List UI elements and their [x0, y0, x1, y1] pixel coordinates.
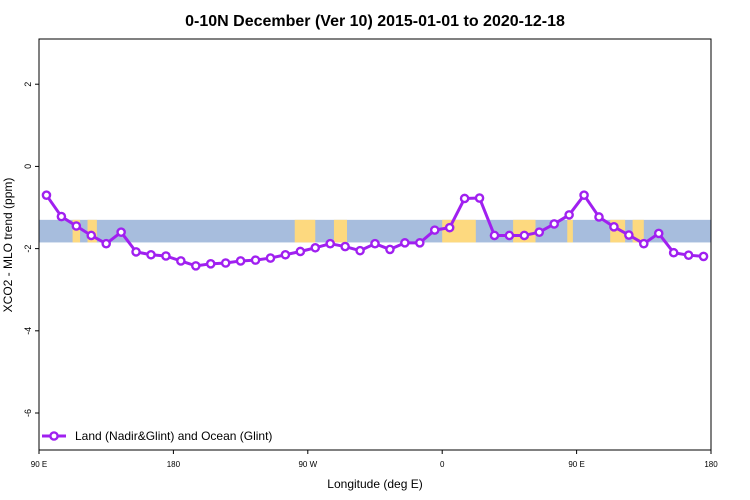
land-region	[72, 219, 81, 243]
data-point	[653, 228, 664, 239]
data-point	[340, 241, 350, 252]
data-point	[265, 253, 276, 263]
data-point	[295, 246, 306, 257]
data-point	[698, 251, 709, 262]
data-point	[205, 259, 216, 269]
y-tick-label: -6	[23, 409, 33, 417]
legend-marker	[49, 431, 59, 441]
data-point	[489, 230, 500, 241]
data-point	[101, 238, 111, 249]
data-point	[519, 230, 530, 241]
y-tick-label: 2	[23, 82, 33, 87]
x-tick-label: 0	[440, 460, 445, 469]
data-point	[385, 244, 395, 255]
data-point	[41, 190, 52, 200]
data-point	[235, 256, 246, 266]
data-point	[534, 227, 545, 237]
y-axis: -6 -4 -2 0 2	[23, 82, 39, 417]
data-point	[146, 249, 156, 260]
data-point	[683, 250, 694, 260]
data-point	[414, 238, 425, 248]
x-tick-label: 180	[704, 460, 718, 469]
data-point	[71, 221, 82, 231]
data-point	[86, 230, 97, 241]
data-point	[474, 193, 485, 203]
land-region	[294, 219, 316, 243]
y-tick-label: 0	[23, 164, 33, 169]
data-point	[325, 238, 336, 249]
legend: Land (Nadir&Glint) and Ocean (Glint)	[42, 429, 272, 443]
data-point	[220, 258, 231, 268]
x-axis: 90 E 180 90 W 0 90 E 180	[31, 450, 718, 469]
data-point	[668, 247, 679, 258]
legend-label: Land (Nadir&Glint) and Ocean (Glint)	[75, 429, 272, 443]
data-point	[624, 230, 634, 240]
plot-frame	[38, 38, 712, 451]
data-point	[609, 222, 619, 232]
data-point	[639, 238, 649, 249]
data-point	[459, 193, 470, 204]
x-tick-label: 90 E	[31, 460, 47, 469]
data-point	[355, 245, 365, 256]
data-point	[310, 242, 321, 253]
series-layer	[41, 190, 709, 271]
data-point	[549, 219, 560, 229]
x-axis-label: Longitude (deg E)	[327, 477, 422, 491]
data-point	[190, 261, 201, 271]
data-point	[444, 222, 455, 233]
ocean-band	[39, 219, 711, 243]
data-point	[504, 230, 515, 241]
data-point	[370, 238, 380, 249]
data-point	[250, 255, 261, 265]
data-point	[400, 238, 410, 248]
land-region	[632, 219, 644, 243]
data-point	[131, 247, 141, 257]
x-tick-label: 180	[167, 460, 181, 469]
land-region	[567, 219, 573, 243]
data-point	[56, 211, 67, 222]
data-point	[280, 249, 291, 260]
y-tick-label: -4	[23, 327, 33, 335]
land-region	[333, 219, 347, 243]
chart-title: 0-10N December (Ver 10) 2015-01-01 to 20…	[185, 13, 565, 30]
x-tick-label: 90 W	[298, 460, 317, 469]
data-point	[161, 251, 171, 261]
y-axis-label: XCO2 - MLO trend (ppm)	[1, 178, 15, 313]
data-point	[176, 256, 186, 266]
data-point	[116, 227, 126, 237]
data-point	[429, 225, 440, 235]
data-point	[579, 190, 589, 200]
data-point	[594, 212, 604, 222]
data-point	[564, 210, 574, 220]
y-tick-label: -2	[23, 245, 33, 253]
x-tick-label: 90 E	[568, 460, 584, 469]
